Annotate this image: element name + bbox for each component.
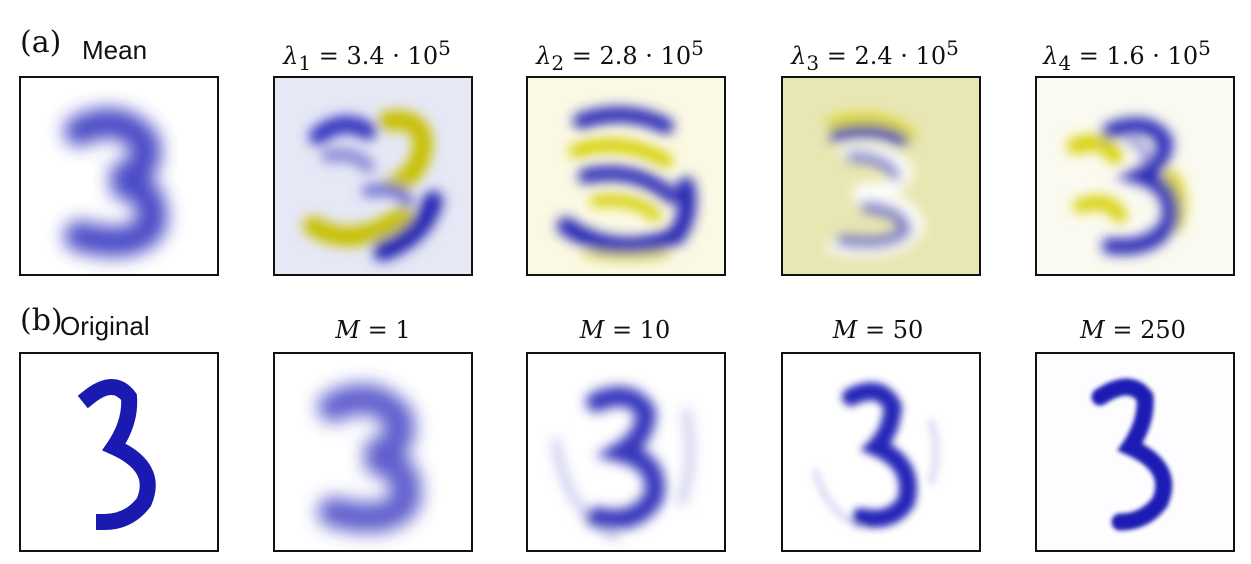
mean-title: Mean <box>82 35 148 65</box>
reconstruction-m50-image <box>781 352 981 552</box>
lambda-index: 4 <box>1058 50 1072 75</box>
m-symbol: M <box>832 316 858 344</box>
eigen-exponent: 5 <box>438 36 451 60</box>
lambda-symbol: λ <box>791 42 807 70</box>
eigen-title-4: λ4 = 1.6 · 105 <box>1043 36 1211 75</box>
original-title: Original <box>60 311 150 341</box>
lambda-index: 1 <box>298 50 312 75</box>
eigen-exponent: 5 <box>691 36 704 60</box>
m-value: 1 <box>395 316 411 344</box>
eigen-value: 1.6 · 10 <box>1106 42 1199 70</box>
eigen-value: 3.4 · 10 <box>346 42 439 70</box>
panel-label-b: (b) <box>20 303 63 338</box>
m-title-1: M = 1 <box>335 316 411 344</box>
reconstruction-m1-image <box>273 352 473 552</box>
m-title-4: M = 250 <box>1080 316 1186 344</box>
eigen-value: 2.8 · 10 <box>599 42 692 70</box>
m-symbol: M <box>335 316 360 344</box>
lambda-symbol: λ <box>283 42 299 70</box>
m-value: 250 <box>1140 316 1186 344</box>
eigen-title-1: λ1 = 3.4 · 105 <box>283 36 451 75</box>
eigen-title-2: λ2 = 2.8 · 105 <box>536 36 704 75</box>
m-symbol: M <box>579 316 605 344</box>
m-title-2: M = 10 <box>579 316 671 344</box>
m-value: 50 <box>892 316 924 344</box>
reconstruction-m10-image <box>526 352 726 552</box>
eigen-exponent: 5 <box>1198 36 1211 60</box>
eigenvector-2-image <box>526 76 726 276</box>
reconstruction-m250-image <box>1035 352 1235 552</box>
original-image <box>19 352 219 552</box>
lambda-symbol: λ <box>1043 42 1059 70</box>
eigen-exponent: 5 <box>946 36 959 60</box>
eigen-title-3: λ3 = 2.4 · 105 <box>791 36 959 75</box>
eigenvector-1-image <box>273 76 473 276</box>
m-title-3: M = 50 <box>832 316 924 344</box>
eigenvector-3-image <box>781 76 981 276</box>
m-symbol: M <box>1080 316 1105 344</box>
m-value: 10 <box>639 316 671 344</box>
eigenvector-4-image <box>1035 76 1235 276</box>
lambda-index: 3 <box>806 50 820 75</box>
mean-image <box>19 76 219 276</box>
eigen-value: 2.4 · 10 <box>854 42 947 70</box>
lambda-index: 2 <box>551 50 565 75</box>
panel-label-a: (a) <box>20 25 62 60</box>
lambda-symbol: λ <box>536 42 552 70</box>
